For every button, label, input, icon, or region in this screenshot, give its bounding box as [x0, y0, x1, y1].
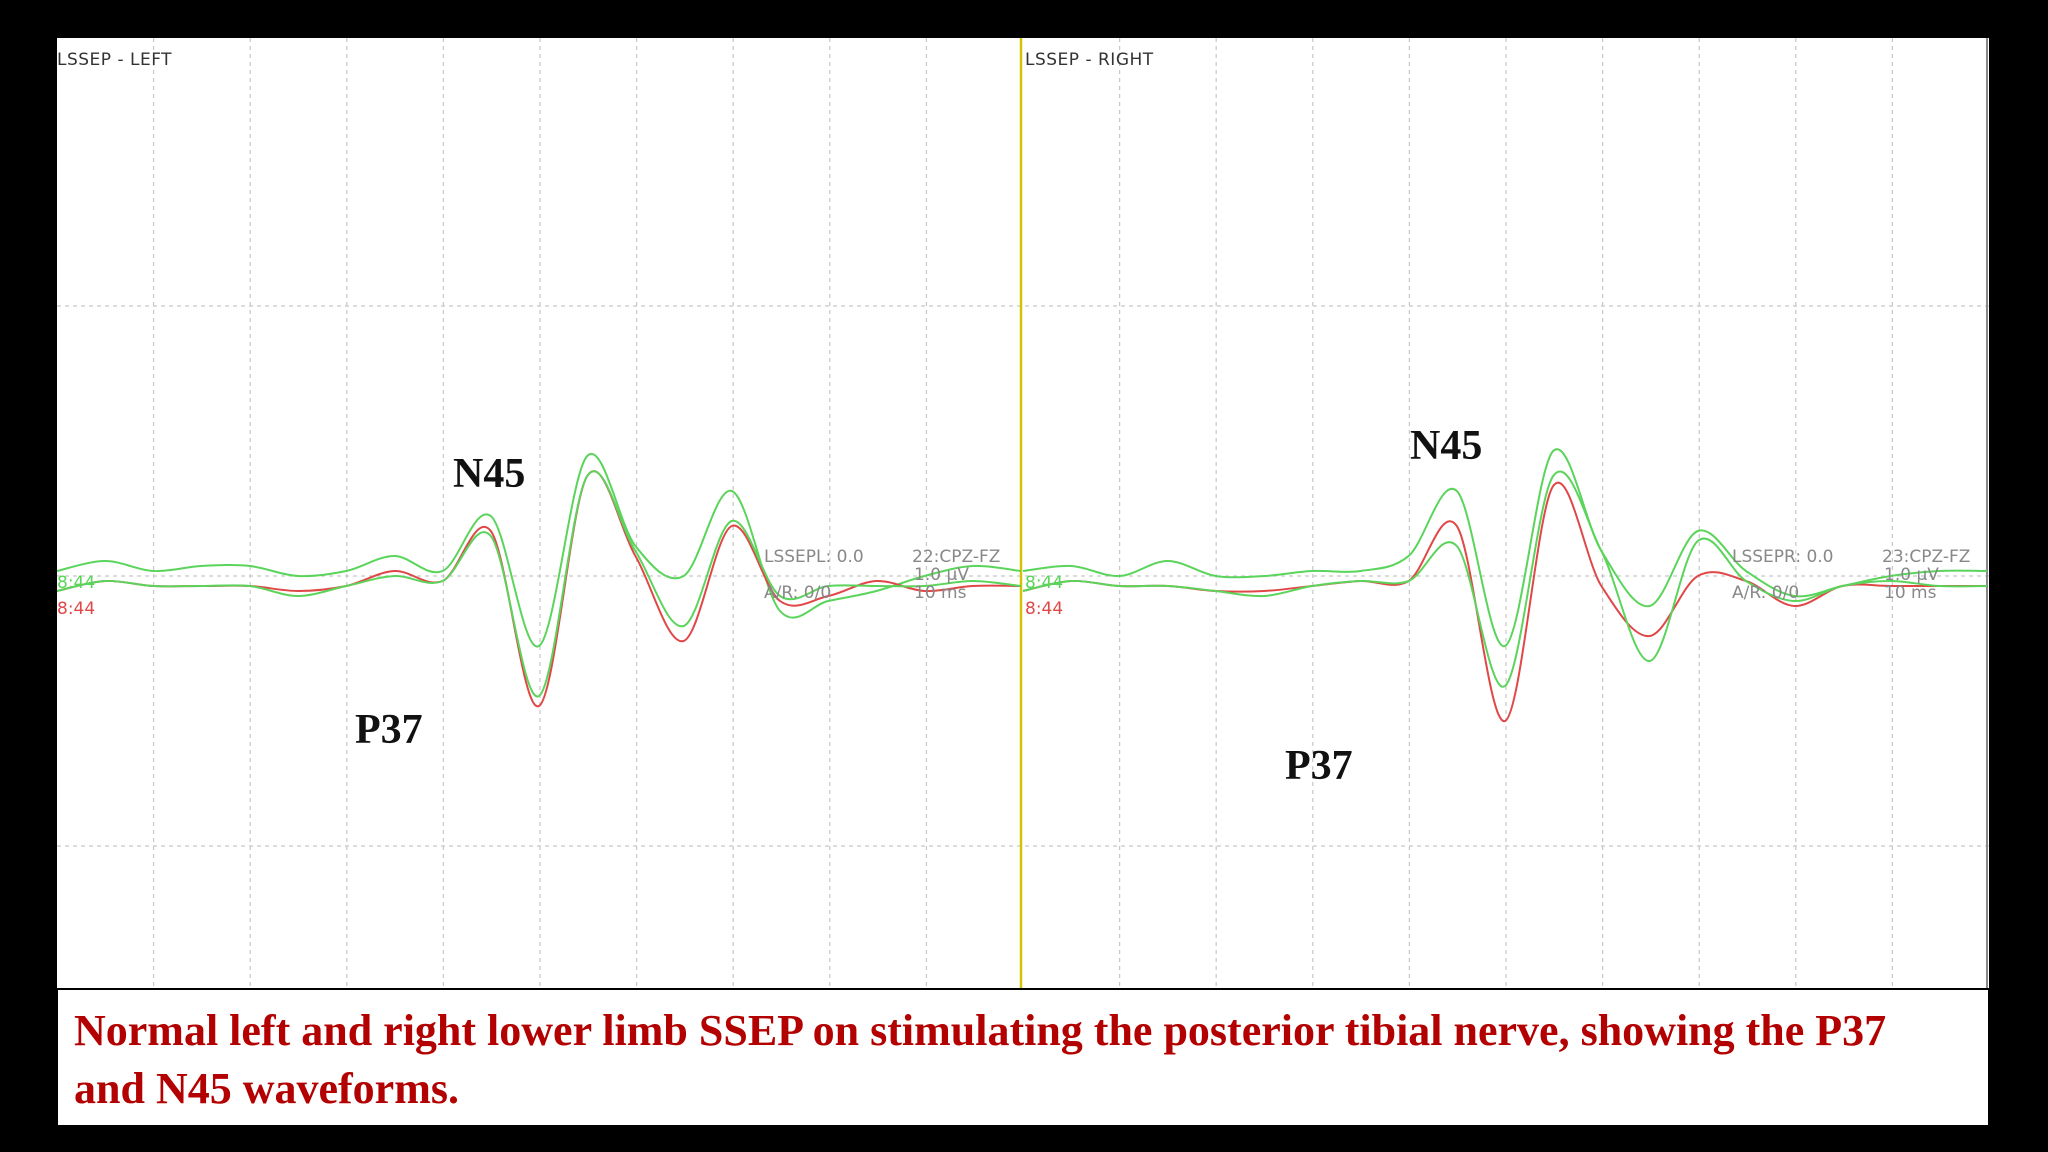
peak-label-p37-right: P37	[1285, 743, 1353, 789]
readout-ar-right: A/R: 0/0	[1732, 583, 1800, 603]
ssep-display: LSSEP - LEFT LSSEP - RIGHT LSSEPL: 0.0 2…	[57, 38, 1989, 988]
trace-label-left-red: 8:44	[57, 599, 96, 619]
peak-label-n45-right: N45	[1410, 423, 1483, 469]
waveform-trace-left-red-1	[57, 470, 1022, 708]
readout-timebase-left: 10 ms	[914, 583, 967, 603]
readout-channel-right: 23:CPZ-FZ	[1882, 547, 1971, 567]
readout-channel-left: 22:CPZ-FZ	[912, 547, 1001, 567]
figure-caption: Normal left and right lower limb SSEP on…	[74, 1006, 1887, 1113]
waveform-trace-right-green-2	[1022, 470, 1988, 688]
waveform-trace-left-green-2	[57, 470, 1022, 698]
panel-title-right: LSSEP - RIGHT	[1025, 50, 1154, 70]
trace-label-right-red: 8:44	[1025, 599, 1064, 619]
readout-sensitivity-right: 1.0 µV	[1884, 565, 1939, 585]
readout-timebase-right: 10 ms	[1884, 583, 1937, 603]
figure-caption-box: Normal left and right lower limb SSEP on…	[58, 990, 1988, 1125]
peak-label-p37-left: P37	[355, 707, 423, 753]
trace-label-right-green: 8:44	[1025, 573, 1064, 593]
panel-title-left: LSSEP - LEFT	[57, 50, 173, 70]
readout-name-left: LSSEPL: 0.0	[764, 547, 864, 567]
waveform-plot	[57, 38, 1989, 988]
waveform-trace-right-green-0	[1022, 448, 1988, 647]
readout-name-right: LSSEPR: 0.0	[1732, 547, 1834, 567]
readout-sensitivity-left: 1.0 µV	[914, 565, 969, 585]
peak-label-n45-left: N45	[453, 451, 526, 497]
readout-ar-left: A/R: 0/0	[764, 583, 832, 603]
trace-label-left-green: 8:44	[57, 573, 96, 593]
waveform-trace-left-green-0	[57, 452, 1022, 648]
